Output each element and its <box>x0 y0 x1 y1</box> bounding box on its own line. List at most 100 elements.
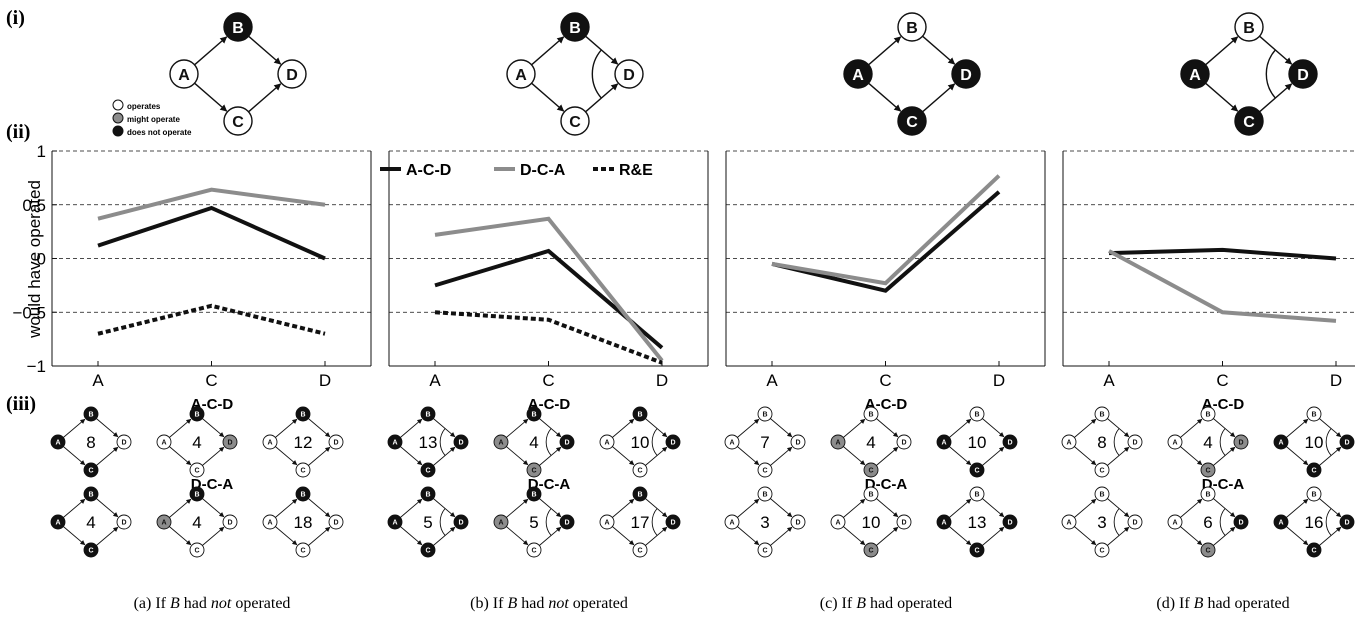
x-tick-label: A <box>429 371 441 390</box>
node-c <box>189 542 205 558</box>
edge-A-C <box>63 446 86 466</box>
node-a-label: A <box>178 67 190 84</box>
node-d-label: D <box>1297 67 1309 84</box>
legend-operates-swatch <box>112 99 124 111</box>
node-a <box>1061 514 1077 530</box>
edge-A-B <box>1286 418 1309 438</box>
y-tick-label: −0.5 <box>12 303 46 322</box>
edge-A-B <box>1180 418 1203 438</box>
node-b-label: B <box>425 412 430 419</box>
edge-A-B <box>275 498 298 518</box>
node-b <box>632 486 648 502</box>
node-b <box>863 486 879 502</box>
node-d <box>614 59 644 89</box>
node-d <box>277 59 307 89</box>
x-tick-label: D <box>1330 371 1342 390</box>
node-b-label: B <box>762 412 767 419</box>
cell-count: 13 <box>968 513 987 532</box>
node-d <box>1127 514 1143 530</box>
edge-A-B <box>506 418 529 438</box>
edge-B-D <box>982 498 1005 518</box>
series-re <box>434 310 663 365</box>
node-d-label: D <box>1238 520 1243 527</box>
cell-count: 10 <box>1305 433 1324 452</box>
edge-A-B <box>1074 418 1097 438</box>
edge-C-D <box>876 446 899 466</box>
edge-A-B <box>169 498 192 518</box>
node-a-label: A <box>267 520 272 527</box>
legend-might-operate-swatch <box>112 112 124 124</box>
edge-B-D <box>308 418 331 438</box>
and-arc <box>1219 508 1226 536</box>
edge-A-B <box>400 498 423 518</box>
node-a <box>493 434 509 450</box>
node-a <box>830 514 846 530</box>
edge-B-D <box>248 35 282 65</box>
node-c-label: C <box>974 468 979 475</box>
edge-B-D <box>876 418 899 438</box>
edge-A-C <box>275 526 298 546</box>
node-b-label: B <box>974 492 979 499</box>
series-dca <box>771 174 1001 286</box>
node-d-label: D <box>670 520 675 527</box>
mini-network: A B C D <box>262 406 344 478</box>
and-arc <box>1113 508 1120 536</box>
node-b <box>863 406 879 422</box>
edge-A-B <box>169 418 192 438</box>
edge-A-B <box>275 418 298 438</box>
edge-A-B <box>1180 498 1203 518</box>
node-c <box>526 462 542 478</box>
node-state-legend: operates might operate does not operate <box>112 99 192 137</box>
node-d-label: D <box>1132 440 1137 447</box>
edge-A-C <box>843 526 866 546</box>
edge-C-D <box>202 446 225 466</box>
node-a <box>936 514 952 530</box>
node-c-label: C <box>88 468 93 475</box>
node-a-label: A <box>852 67 864 84</box>
node-d-label: D <box>458 440 463 447</box>
legend-might-operate-label: might operate <box>127 115 180 124</box>
node-a-label: A <box>498 520 503 527</box>
node-d-label: D <box>1344 440 1349 447</box>
node-d-label: D <box>121 520 126 527</box>
row-label-iii: (iii) <box>6 393 36 415</box>
node-c-label: C <box>637 548 642 555</box>
panel-caption: (d) If B had operated <box>1156 595 1289 612</box>
node-a-label: A <box>498 440 503 447</box>
edge-C-D <box>248 83 282 113</box>
node-b-label: B <box>1205 412 1210 419</box>
and-arc <box>1325 508 1332 536</box>
cell-count: 5 <box>423 513 432 532</box>
y-tick-label: 1 <box>37 142 46 161</box>
node-a-label: A <box>1172 440 1177 447</box>
y-tick-label: −1 <box>27 357 46 376</box>
edge-A-C <box>169 526 192 546</box>
edge-C-D <box>202 526 225 546</box>
series-acd <box>771 190 1001 293</box>
cell-count: 5 <box>529 513 538 532</box>
node-a <box>1180 59 1210 89</box>
cell-count: 10 <box>631 433 650 452</box>
node-b-label: B <box>1099 492 1104 499</box>
mini-network: A B C D <box>1273 406 1355 478</box>
node-d <box>116 434 132 450</box>
node-d <box>896 434 912 450</box>
node-c-label: C <box>531 548 536 555</box>
cell-count: 8 <box>1097 433 1106 452</box>
node-a <box>50 434 66 450</box>
node-a <box>1061 434 1077 450</box>
node-a <box>1167 434 1183 450</box>
node-b-label: B <box>531 412 536 419</box>
node-c <box>295 542 311 558</box>
node-b-label: B <box>300 412 305 419</box>
y-tick-label: 0 <box>37 250 46 269</box>
node-d-label: D <box>286 67 298 84</box>
edge-C-D <box>433 446 456 466</box>
node-c <box>295 462 311 478</box>
mini-network: A B C D <box>1273 486 1355 558</box>
mini-network: A B C D <box>156 486 238 558</box>
